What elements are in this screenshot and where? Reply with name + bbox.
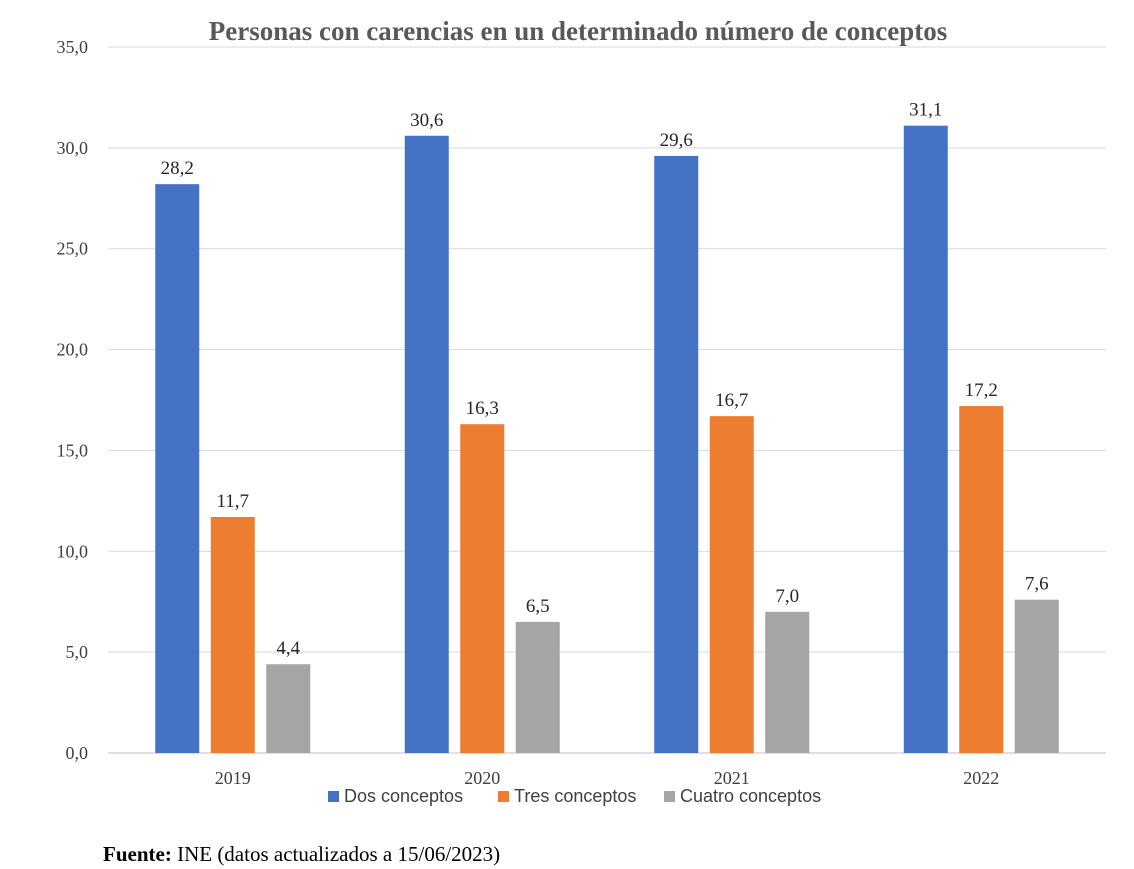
source-label: Fuente: — [103, 842, 172, 866]
bar — [210, 516, 255, 753]
data-label: 29,6 — [660, 130, 693, 151]
bar — [709, 416, 754, 753]
y-tick-label: 5,0 — [66, 642, 89, 662]
legend-swatch — [328, 791, 339, 802]
bar — [460, 424, 505, 753]
data-label: 16,7 — [715, 390, 748, 411]
data-label: 4,4 — [276, 638, 300, 659]
y-axis: 0,0 5,0 10,0 15,0 20,0 25,0 30,0 35,0 — [57, 37, 89, 763]
y-tick-label: 20,0 — [57, 340, 89, 360]
bar — [959, 406, 1004, 753]
legend-label: Dos conceptos — [344, 786, 463, 806]
y-tick-label: 30,0 — [57, 138, 89, 158]
source-text: INE (datos actualizados a 15/06/2023) — [171, 842, 501, 866]
data-label: 16,3 — [466, 398, 499, 419]
legend-swatch — [664, 791, 675, 802]
bar — [654, 155, 699, 753]
y-tick-label: 25,0 — [57, 239, 89, 259]
data-label: 7,6 — [1025, 574, 1049, 595]
data-label: 28,2 — [161, 158, 194, 179]
data-label: 17,2 — [965, 380, 998, 401]
chart-title: Personas con carencias en un determinado… — [209, 16, 947, 46]
bar — [155, 184, 200, 753]
x-tick-label: 2022 — [963, 768, 999, 788]
bar — [515, 621, 560, 753]
y-tick-label: 35,0 — [57, 37, 89, 57]
data-label: 11,7 — [216, 491, 249, 512]
legend-swatch — [498, 791, 509, 802]
bar — [404, 135, 449, 754]
bar — [765, 611, 810, 753]
bar — [266, 664, 311, 753]
y-tick-label: 15,0 — [57, 440, 89, 460]
source-note: Fuente: INE (datos actualizados a 15/06/… — [103, 842, 500, 867]
legend-label: Tres conceptos — [514, 786, 636, 806]
legend-label: Cuatro conceptos — [680, 786, 821, 806]
y-tick-label: 10,0 — [57, 541, 89, 561]
bar — [903, 125, 948, 753]
y-tick-label: 0,0 — [66, 743, 89, 763]
data-label: 7,0 — [775, 586, 799, 607]
gridlines — [108, 46, 1106, 754]
x-tick-label: 2021 — [714, 768, 750, 788]
bar-chart: Personas con carencias en un determinado… — [57, 16, 1106, 806]
bars: 28,2 11,7 4,4 30,6 16,3 6,5 29,6 16,7 7,0 31,1 17,… — [155, 100, 1059, 754]
x-tick-label: 2019 — [215, 768, 251, 788]
data-label: 30,6 — [410, 110, 443, 131]
bar — [1014, 599, 1059, 753]
x-axis: 2019 2020 2021 2022 — [215, 768, 1000, 788]
data-label: 6,5 — [526, 596, 550, 617]
data-label: 31,1 — [909, 100, 942, 121]
legend: Dos conceptos Tres conceptos Cuatro concep… — [328, 786, 821, 806]
x-tick-label: 2020 — [464, 768, 500, 788]
